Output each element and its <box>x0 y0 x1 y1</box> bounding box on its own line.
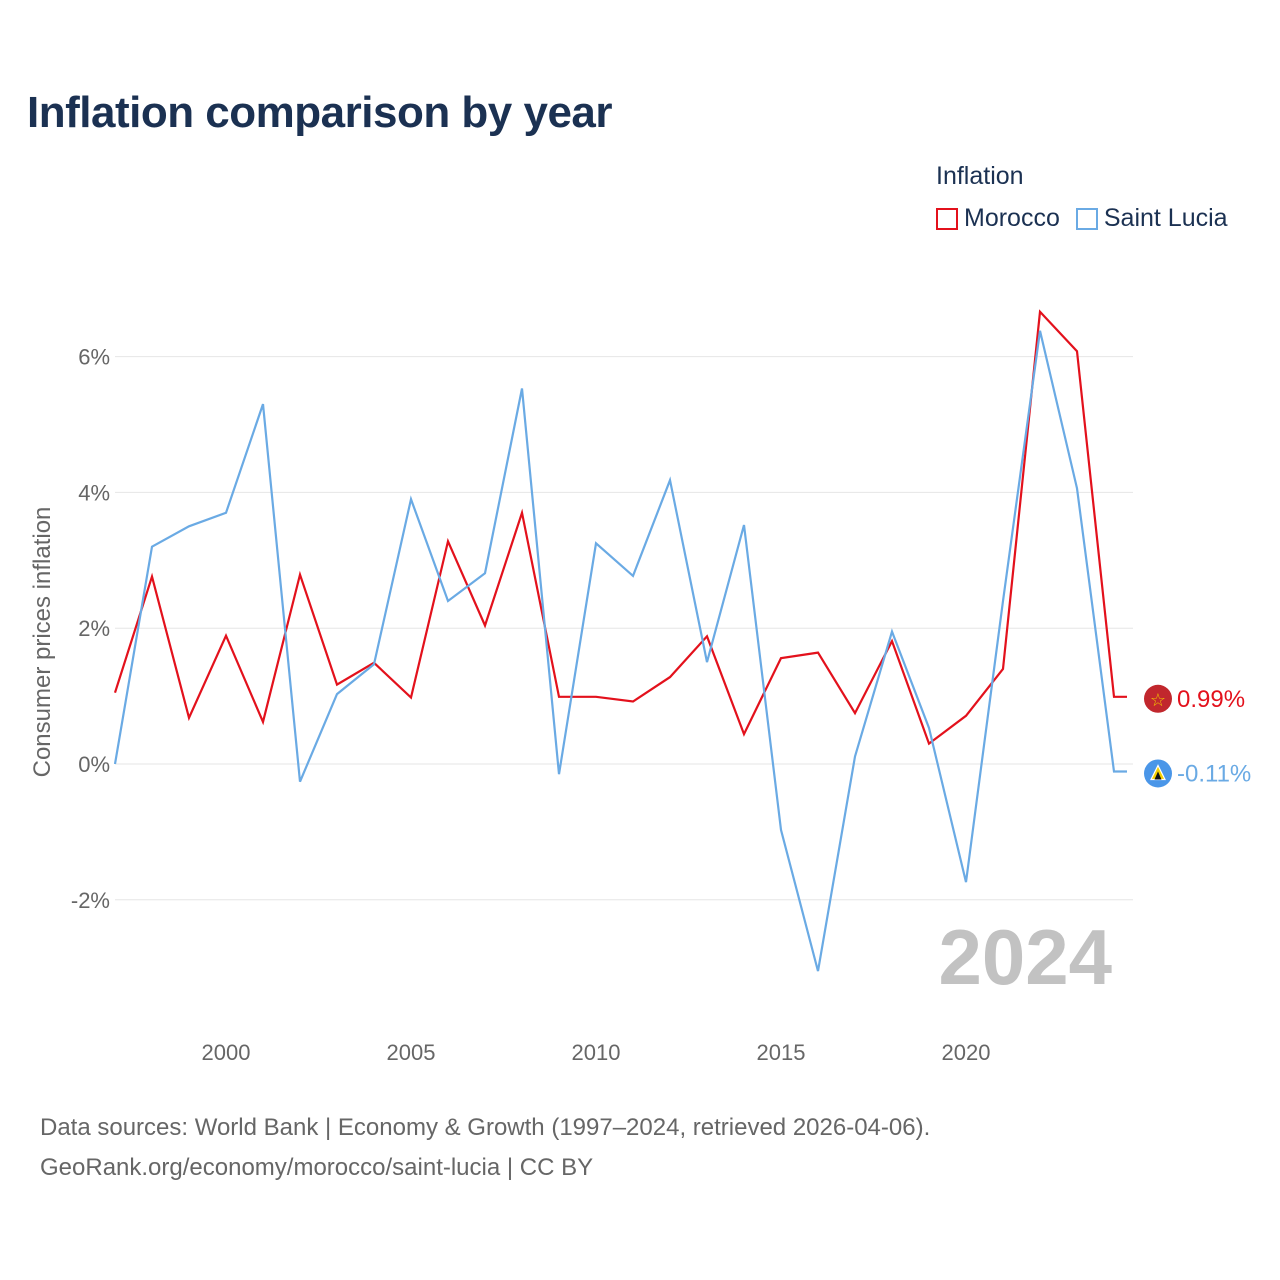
legend-item-saint-lucia[interactable]: Saint Lucia <box>1075 204 1228 233</box>
legend-title: Inflation <box>936 162 1024 190</box>
series-line-morocco <box>113 309 1127 746</box>
end-label-saint-lucia: -0.11% <box>1177 760 1251 787</box>
footer-url: GeoRank.org/economy/morocco/saint-lucia … <box>40 1154 594 1181</box>
series-lines <box>113 309 1127 972</box>
x-axis: 2000 2005 2010 2015 2020 <box>202 1040 991 1065</box>
star-icon: ☆ <box>1150 690 1166 710</box>
end-label-morocco: 0.99% <box>1177 686 1245 713</box>
x-tick-label: 2000 <box>202 1040 251 1065</box>
x-tick-label: 2020 <box>942 1040 991 1065</box>
year-watermark: 2024 <box>938 913 1112 1001</box>
y-tick-label: 0% <box>78 752 110 777</box>
y-tick-label: -2% <box>71 888 110 913</box>
x-tick-label: 2005 <box>387 1040 436 1065</box>
legend-item-morocco[interactable]: Morocco <box>936 204 1060 233</box>
y-tick-label: 6% <box>78 345 110 370</box>
legend-swatch-saint-lucia <box>1075 207 1098 230</box>
y-tick-label: 4% <box>78 480 110 505</box>
flag-morocco-icon <box>1144 684 1172 713</box>
legend: Morocco Saint Lucia <box>936 204 1228 233</box>
x-tick-label: 2010 <box>572 1040 621 1065</box>
footer: Data sources: World Bank | Economy & Gro… <box>40 1108 930 1188</box>
end-marker-morocco: ☆ <box>1144 684 1172 713</box>
series-line-saint-lucia <box>113 330 1127 972</box>
footer-source: Data sources: World Bank | Economy & Gro… <box>40 1114 931 1141</box>
end-markers: ☆ 0.99% -0.11% <box>1144 684 1251 788</box>
legend-label-morocco: Morocco <box>964 204 1060 232</box>
legend-swatch-morocco <box>936 207 958 230</box>
legend-label-saint-lucia: Saint Lucia <box>1103 204 1228 232</box>
triangle-inner-icon <box>1154 771 1162 780</box>
end-marker-saint-lucia <box>1144 759 1172 788</box>
chart-title: Inflation comparison by year <box>27 88 613 137</box>
y-axis: -2% 0% 2% 4% 6% <box>71 345 110 913</box>
grid <box>115 356 1133 901</box>
x-tick-label: 2015 <box>757 1040 806 1065</box>
y-tick-label: 2% <box>78 616 110 641</box>
y-axis-label: Consumer prices inflation <box>29 507 56 778</box>
